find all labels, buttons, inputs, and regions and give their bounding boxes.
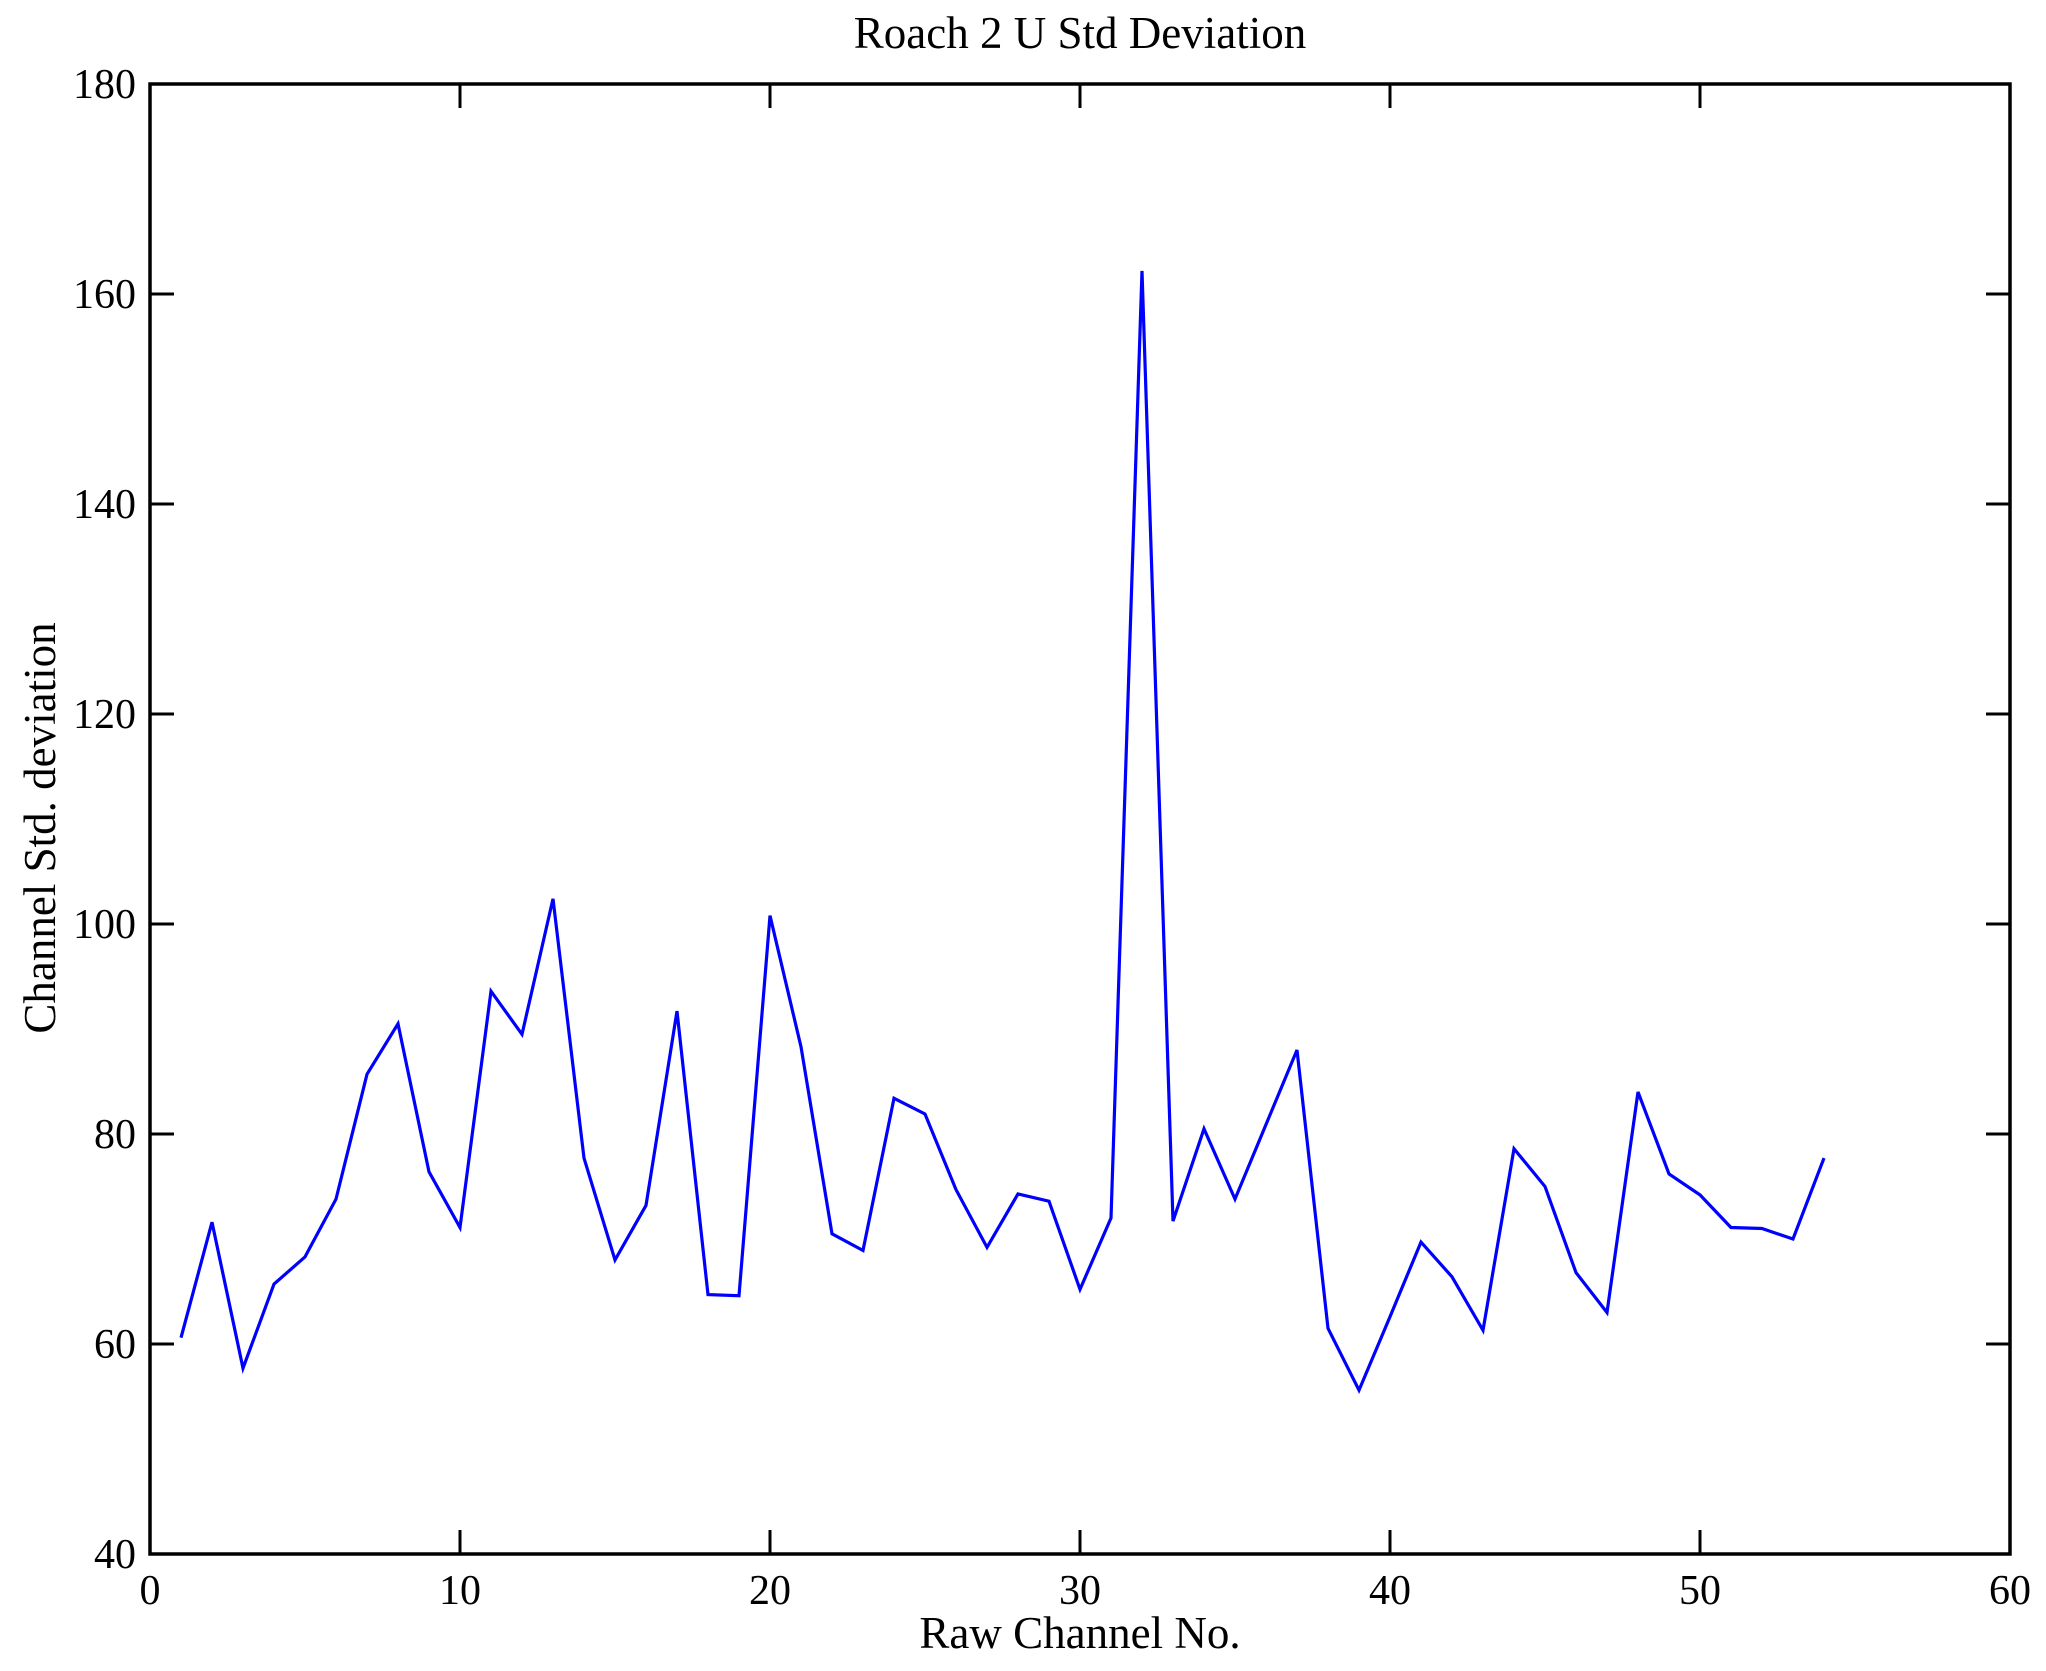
y-tick-label: 120 [73,692,136,738]
x-axis-label: Raw Channel No. [919,1608,1241,1658]
y-tick-label: 80 [94,1112,136,1158]
x-tick-label: 0 [140,1568,161,1614]
y-tick-label: 160 [73,272,136,318]
x-tick-label: 60 [1989,1568,2031,1614]
y-tick-label: 40 [94,1532,136,1578]
axes-box [148,82,2012,1556]
x-tick-label: 40 [1369,1568,1411,1614]
x-tick-label: 20 [749,1568,791,1614]
y-tick-label: 140 [73,482,136,528]
y-tick-label: 60 [94,1322,136,1368]
chart-title: Roach 2 U Std Deviation [853,8,1307,58]
x-tick-label: 50 [1679,1568,1721,1614]
x-tick-label: 10 [439,1568,481,1614]
x-tick-label: 30 [1059,1568,1101,1614]
y-tick-label: 100 [73,902,136,948]
series-line [179,270,1826,1395]
y-tick-label: 180 [73,62,136,108]
